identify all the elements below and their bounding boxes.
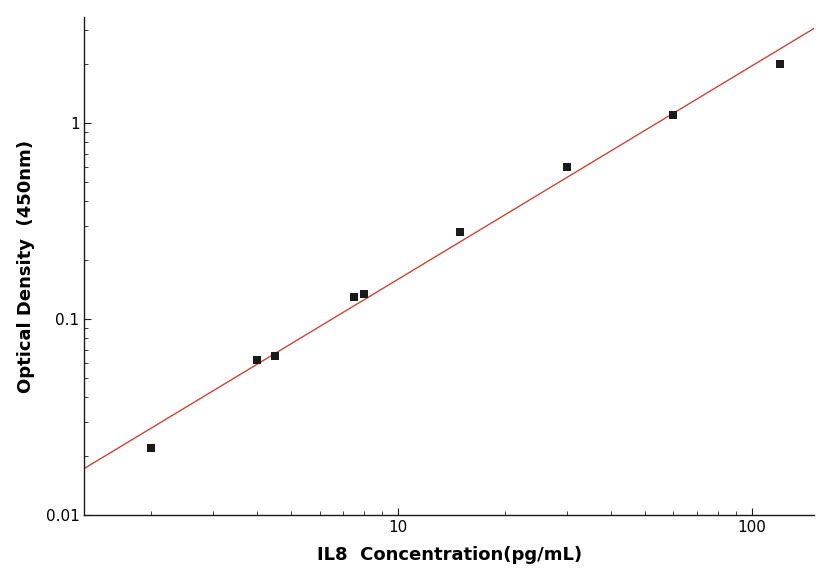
Point [144,443,157,453]
Y-axis label: Optical Density  (450nm): Optical Density (450nm) [17,139,35,393]
Point [250,356,263,365]
Point [774,60,787,69]
Point [268,352,282,361]
X-axis label: IL8  Concentration(pg/mL): IL8 Concentration(pg/mL) [317,546,582,564]
Point [357,289,371,299]
Point [454,227,467,236]
Point [666,110,680,120]
Point [560,162,573,171]
Point [347,292,361,302]
